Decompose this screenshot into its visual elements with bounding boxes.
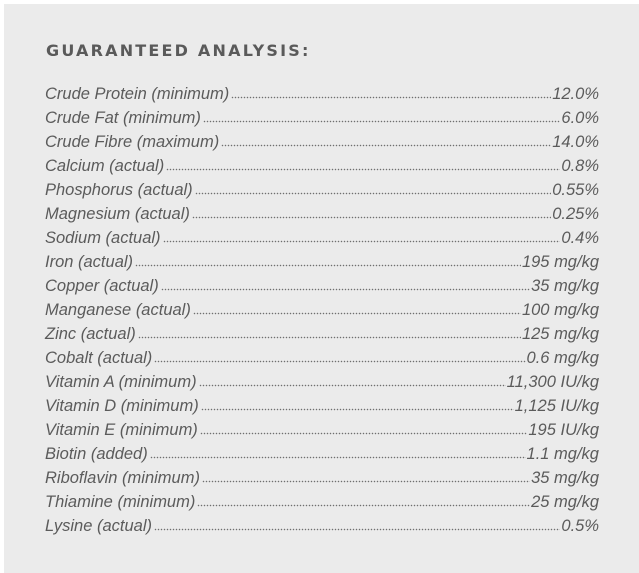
nutrient-value: 0.4%	[561, 229, 599, 247]
dot-leader	[198, 381, 506, 387]
dot-leader	[135, 261, 521, 267]
analysis-row: Thiamine (minimum) 25 mg/kg	[45, 490, 599, 514]
dot-leader	[197, 501, 531, 507]
dot-leader	[149, 453, 526, 459]
nutrient-value: 195 IU/kg	[528, 421, 599, 439]
nutrient-name: Copper (actual)	[45, 277, 159, 295]
nutrient-name: Biotin (added)	[45, 445, 148, 463]
nutrient-value: 195 mg/kg	[521, 253, 599, 271]
nutrient-value: 35 mg/kg	[531, 469, 599, 487]
dot-leader	[166, 165, 561, 171]
analysis-row: Crude Fat (minimum) 6.0%	[45, 106, 599, 130]
nutrient-value: 125 mg/kg	[521, 325, 599, 343]
nutrient-value: 11,300 IU/kg	[506, 373, 599, 391]
nutrient-name: Cobalt (actual)	[45, 349, 153, 367]
dot-leader	[160, 285, 531, 291]
nutrient-name: Zinc (actual)	[45, 325, 136, 343]
nutrient-value: 100 mg/kg	[521, 301, 599, 319]
nutrient-value: 35 mg/kg	[531, 277, 599, 295]
analysis-list: Crude Protein (minimum) 12.0% Crude Fat …	[45, 82, 599, 538]
nutrient-name: Crude Protein (minimum)	[45, 85, 230, 103]
nutrient-name: Lysine (actual)	[45, 517, 153, 535]
nutrient-value: 12.0%	[552, 85, 599, 103]
dot-leader	[192, 309, 521, 315]
nutrient-value: 1,125 IU/kg	[514, 397, 599, 415]
dot-leader	[162, 237, 561, 243]
dot-leader	[201, 477, 531, 483]
dot-leader	[200, 405, 514, 411]
nutrient-name: Riboflavin (minimum)	[45, 469, 200, 487]
nutrient-name: Sodium (actual)	[45, 229, 161, 247]
nutrient-value: 6.0%	[561, 109, 599, 127]
analysis-row: Copper (actual) 35 mg/kg	[45, 274, 599, 298]
analysis-row: Sodium (actual) 0.4%	[45, 226, 599, 250]
dot-leader	[199, 429, 528, 435]
analysis-row: Vitamin A (minimum) 11,300 IU/kg	[45, 370, 599, 394]
dot-leader	[154, 525, 561, 531]
nutrient-name: Vitamin A (minimum)	[45, 373, 197, 391]
analysis-row: Magnesium (actual) 0.25%	[45, 202, 599, 226]
nutrient-value: 0.5%	[561, 517, 599, 535]
nutrient-name: Vitamin D (minimum)	[45, 397, 199, 415]
nutrient-value: 0.25%	[552, 205, 599, 223]
analysis-row: Zinc (actual) 125 mg/kg	[45, 322, 599, 346]
nutrient-name: Thiamine (minimum)	[45, 493, 196, 511]
nutrient-value: 0.6 mg/kg	[526, 349, 599, 367]
dot-leader	[154, 357, 526, 363]
analysis-row: Crude Protein (minimum) 12.0%	[45, 82, 599, 106]
nutrient-name: Iron (actual)	[45, 253, 134, 271]
nutrient-name: Crude Fibre (maximum)	[45, 133, 220, 151]
analysis-row: Phosphorus (actual) 0.55%	[45, 178, 599, 202]
analysis-row: Crude Fibre (maximum) 14.0%	[45, 130, 599, 154]
dot-leader	[194, 189, 552, 195]
dot-leader	[231, 93, 552, 99]
analysis-row: Vitamin D (minimum) 1,125 IU/kg	[45, 394, 599, 418]
analysis-row: Biotin (added) 1.1 mg/kg	[45, 442, 599, 466]
nutrient-value: 25 mg/kg	[531, 493, 599, 511]
analysis-row: Riboflavin (minimum) 35 mg/kg	[45, 466, 599, 490]
nutrient-value: 0.8%	[561, 157, 599, 175]
nutrient-value: 1.1 mg/kg	[526, 445, 599, 463]
analysis-row: Cobalt (actual) 0.6 mg/kg	[45, 346, 599, 370]
nutrient-name: Manganese (actual)	[45, 301, 191, 319]
nutrient-value: 14.0%	[552, 133, 599, 151]
nutrient-name: Crude Fat (minimum)	[45, 109, 201, 127]
analysis-row: Calcium (actual) 0.8%	[45, 154, 599, 178]
analysis-row: Manganese (actual) 100 mg/kg	[45, 298, 599, 322]
analysis-row: Vitamin E (minimum) 195 IU/kg	[45, 418, 599, 442]
analysis-row: Iron (actual) 195 mg/kg	[45, 250, 599, 274]
panel-title: GUARANTEED ANALYSIS:	[46, 41, 311, 60]
dot-leader	[221, 141, 552, 147]
nutrient-name: Calcium (actual)	[45, 157, 165, 175]
dot-leader	[191, 213, 552, 219]
dot-leader	[137, 333, 521, 339]
nutrient-name: Vitamin E (minimum)	[45, 421, 198, 439]
guaranteed-analysis-panel: GUARANTEED ANALYSIS: Crude Protein (mini…	[4, 4, 639, 573]
analysis-row: Lysine (actual) 0.5%	[45, 514, 599, 538]
nutrient-name: Magnesium (actual)	[45, 205, 190, 223]
nutrient-value: 0.55%	[552, 181, 599, 199]
nutrient-name: Phosphorus (actual)	[45, 181, 193, 199]
dot-leader	[202, 117, 561, 123]
